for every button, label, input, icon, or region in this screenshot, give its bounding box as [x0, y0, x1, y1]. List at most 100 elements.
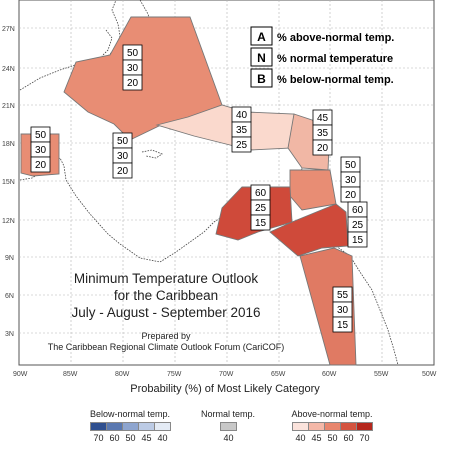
prob-normal: 30 [35, 145, 47, 156]
prob-normal: 30 [117, 151, 129, 162]
zone-guianas [299, 247, 357, 366]
prob-box-trinidad: 60 25 15 [347, 201, 368, 248]
prob-normal: 35 [236, 125, 248, 136]
legend-value: 70 [359, 433, 370, 443]
key-letter: N [257, 51, 266, 65]
above-normal-scale: Above-normal temp. 40 45 50 60 70 [272, 408, 392, 443]
prob-normal: 25 [352, 220, 364, 231]
prob-normal: 25 [255, 203, 267, 214]
lon-tick: 80W [115, 371, 130, 378]
lat-tick: 27N [2, 26, 15, 33]
prepared-by: The Caribbean Regional Climate Outlook F… [48, 342, 285, 352]
zone-bahamas-cuba [63, 16, 223, 141]
value-row: 40 [193, 433, 263, 443]
prob-above: 50 [35, 130, 47, 141]
legend-swatch [340, 422, 357, 431]
prob-normal: 30 [345, 175, 357, 186]
legend-value: 40 [295, 433, 306, 443]
prob-box-leeward: 45 35 20 [312, 109, 333, 156]
prob-below: 20 [317, 143, 329, 154]
scale-label: Normal temp. [200, 409, 255, 419]
key-letter: A [257, 30, 266, 44]
prob-below: 15 [352, 235, 364, 246]
swatch-row [193, 422, 263, 431]
lat-tick: 21N [2, 103, 15, 110]
title-line: Minimum Temperature Outlook [74, 271, 259, 286]
prob-above: 55 [337, 290, 349, 301]
prob-below: 25 [236, 140, 248, 151]
prob-normal: 30 [127, 63, 139, 74]
legend-value: 40 [157, 433, 168, 443]
prob-below: 15 [337, 320, 349, 331]
legend-value: 60 [109, 433, 120, 443]
prob-above: 60 [352, 205, 364, 216]
key-text: % above-normal temp. [277, 32, 394, 44]
lat-tick: 15N [2, 179, 15, 186]
longitude-ticks: 90W 85W 80W 75W 70W 65W 60W 55W 50W [13, 371, 437, 378]
prob-box-central-caribbean: 60 25 15 [250, 184, 271, 231]
title-line: July - August - September 2016 [71, 305, 260, 320]
legend-swatch [220, 422, 237, 431]
prob-below: 20 [345, 190, 357, 201]
prob-box-bahamas: 50 30 20 [122, 44, 143, 91]
prob-normal: 35 [317, 128, 329, 139]
lon-tick: 75W [167, 371, 182, 378]
value-row: 70 60 50 45 40 [70, 433, 190, 443]
lat-tick: 18N [2, 141, 15, 148]
prob-above: 45 [317, 113, 329, 124]
lat-tick: 3N [5, 331, 14, 338]
prob-above: 60 [255, 188, 267, 199]
key-text: % normal temperature [277, 53, 393, 65]
legend-value: 45 [141, 433, 152, 443]
lat-tick: 6N [5, 293, 14, 300]
normal-scale: Normal temp. 40 [193, 408, 263, 443]
prob-box-yucatan: 50 30 20 [30, 126, 51, 173]
swatch-row [70, 422, 190, 431]
legend-swatch [308, 422, 325, 431]
scale-label: Above-normal temp. [291, 409, 373, 419]
lat-tick: 24N [2, 66, 15, 73]
category-key: A % above-normal temp. N % normal temper… [250, 26, 394, 88]
value-row: 40 45 50 60 70 [272, 433, 392, 443]
zone-windward-islands [289, 169, 337, 211]
latitude-ticks: 27N 24N 21N 18N 15N 12N 9N 6N 3N [2, 26, 15, 338]
lat-tick: 9N [5, 255, 14, 262]
prob-above: 50 [127, 48, 139, 59]
prob-box-hispaniola: 40 35 25 [231, 106, 252, 153]
legend-swatch [106, 422, 123, 431]
below-normal-scale: Below-normal temp. 70 60 50 45 40 [70, 408, 190, 443]
prob-normal: 30 [337, 305, 349, 316]
prob-below: 20 [127, 78, 139, 89]
prob-below: 20 [117, 166, 129, 177]
prepared-by: Prepared by [141, 331, 191, 341]
prob-box-guianas: 55 30 15 [332, 286, 353, 333]
scale-label: Below-normal temp. [89, 409, 171, 419]
lon-tick: 70W [219, 371, 234, 378]
legend-value: 70 [93, 433, 104, 443]
probability-boxes: 50 30 20 50 30 20 50 30 20 40 35 25 [30, 44, 368, 333]
lon-tick: 85W [63, 371, 78, 378]
legend-value: 50 [125, 433, 136, 443]
lon-tick: 60W [322, 371, 337, 378]
zone-trinidad-venezuela [269, 203, 349, 257]
legend-swatch [122, 422, 139, 431]
prob-box-cuba: 50 30 20 [112, 132, 133, 179]
legend-swatch [154, 422, 171, 431]
key-text: % below-normal temp. [277, 74, 394, 86]
map-title: Minimum Temperature Outlook for the Cari… [48, 271, 285, 352]
key-letter: B [257, 72, 266, 86]
legend-swatch [90, 422, 107, 431]
lon-tick: 90W [13, 371, 28, 378]
lat-tick: 12N [2, 218, 15, 225]
lon-tick: 50W [422, 371, 437, 378]
prob-box-windward: 50 30 20 [340, 156, 361, 203]
lon-tick: 55W [374, 371, 389, 378]
legend-value: 45 [311, 433, 322, 443]
legend-value: 40 [223, 433, 234, 443]
legend-swatch [356, 422, 373, 431]
prob-above: 50 [345, 160, 357, 171]
prob-above: 40 [236, 110, 248, 121]
prob-below: 20 [35, 160, 47, 171]
legend-swatch [292, 422, 309, 431]
